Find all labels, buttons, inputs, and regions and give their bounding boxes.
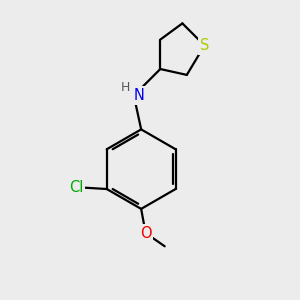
Text: H: H bbox=[121, 81, 130, 94]
Text: N: N bbox=[134, 88, 145, 103]
Text: S: S bbox=[200, 38, 209, 53]
Text: O: O bbox=[140, 226, 152, 241]
Text: Cl: Cl bbox=[69, 180, 83, 195]
